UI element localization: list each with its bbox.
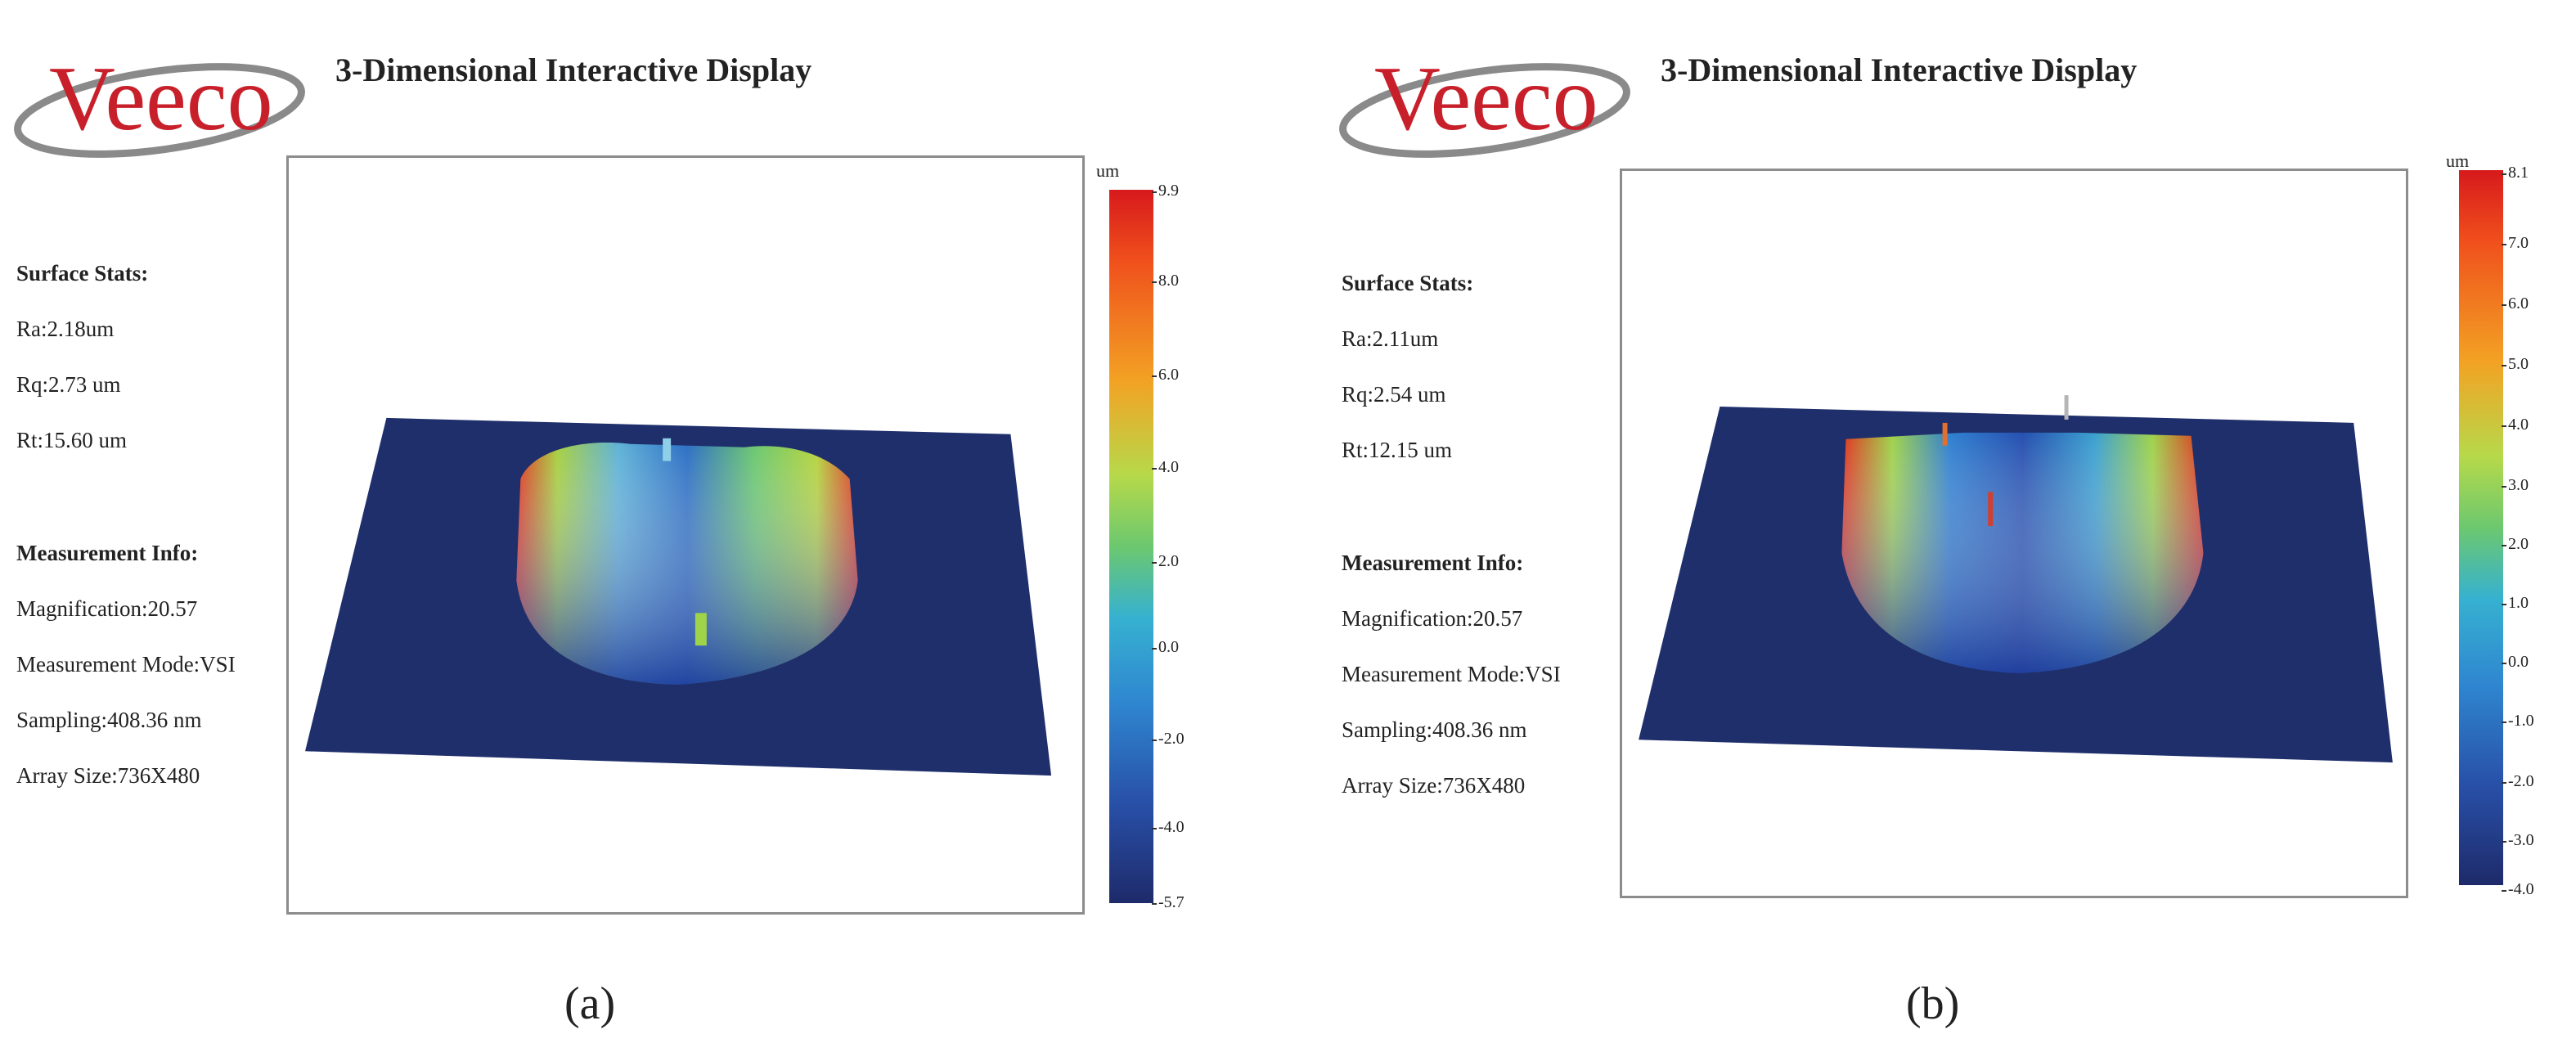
stat-ra: Ra:2.18um: [16, 317, 115, 341]
logo-text: Veeco: [1374, 48, 1598, 150]
display-title: 3-Dimensional Interactive Display: [335, 52, 812, 88]
colorbar-tick: -4.0: [2502, 880, 2534, 898]
stats-panel: Surface Stats: Ra:2.11um Rq:2.54 um Rt:1…: [1342, 255, 1561, 813]
veeco-logo: Veeco: [8, 33, 319, 172]
info-array-size: Array Size:736X480: [16, 763, 200, 788]
stat-rt: Rt:12.15 um: [1342, 438, 1453, 462]
panel-label-a: (a): [564, 978, 616, 1029]
colorbar-tick: -3.0: [2502, 831, 2534, 849]
colorbar-tick: 0.0: [1152, 638, 1179, 656]
info-magnification: Magnification:20.57: [1342, 606, 1523, 631]
surface-3d-plot[interactable]: [286, 155, 1085, 915]
colorbar-tick: 8.0: [1152, 272, 1179, 290]
colorbar-tick: 6.0: [1152, 366, 1179, 384]
colorbar-tick: 4.0: [1152, 458, 1179, 476]
panel-b: Veeco 3-Dimensional Interactive Display …: [1325, 0, 2576, 1061]
colorbar: [2459, 170, 2503, 885]
colorbar: [1109, 190, 1153, 903]
info-array-size: Array Size:736X480: [1342, 773, 1526, 798]
stat-rq: Rq:2.73 um: [16, 372, 121, 397]
colorbar-tick: 8.1: [2502, 164, 2529, 182]
colorbar-tick: -5.7: [1152, 893, 1185, 911]
colorbar-unit: um: [1096, 160, 1120, 181]
colorbar-tick: 2.0: [2502, 535, 2529, 553]
colorbar-tick: 2.0: [1152, 552, 1179, 570]
colorbar-tick: 7.0: [2502, 234, 2529, 252]
colorbar-tick: -2.0: [1152, 730, 1185, 748]
colorbar-unit: um: [2446, 151, 2470, 171]
measurement-info-heading: Measurement Info:: [1342, 551, 1524, 575]
info-mode: Measurement Mode:VSI: [16, 652, 236, 677]
colorbar-tick: 1.0: [2502, 594, 2529, 612]
display-title: 3-Dimensional Interactive Display: [1661, 52, 2138, 88]
stat-ra: Ra:2.11um: [1342, 326, 1439, 351]
info-sampling: Sampling:408.36 nm: [16, 708, 202, 732]
stat-rt: Rt:15.60 um: [16, 428, 128, 452]
info-magnification: Magnification:20.57: [16, 596, 198, 621]
info-mode: Measurement Mode:VSI: [1342, 662, 1561, 686]
panel-label-b: (b): [1906, 978, 1960, 1029]
colorbar-tick: 4.0: [2502, 416, 2529, 434]
logo-text: Veeco: [49, 48, 273, 150]
colorbar-tick: -2.0: [2502, 772, 2534, 790]
info-sampling: Sampling:408.36 nm: [1342, 717, 1527, 742]
colorbar-tick: -4.0: [1152, 818, 1185, 836]
colorbar-tick: 5.0: [2502, 355, 2529, 373]
colorbar-tick: 0.0: [2502, 653, 2529, 671]
measurement-info-heading: Measurement Info:: [16, 541, 199, 565]
surface-3d-plot[interactable]: [1620, 169, 2408, 898]
surface-stats-heading: Surface Stats:: [16, 261, 149, 285]
stats-panel: Surface Stats: Ra:2.18um Rq:2.73 um Rt:1…: [16, 245, 236, 803]
colorbar-tick: -1.0: [2502, 712, 2534, 730]
colorbar-tick: 9.9: [1152, 182, 1179, 200]
stat-rq: Rq:2.54 um: [1342, 382, 1446, 407]
colorbar-tick: 6.0: [2502, 294, 2529, 312]
panel-a: Veeco 3-Dimensional Interactive Display …: [0, 0, 1276, 1061]
veeco-logo: Veeco: [1333, 33, 1644, 172]
surface-stats-heading: Surface Stats:: [1342, 271, 1474, 295]
colorbar-tick: 3.0: [2502, 476, 2529, 494]
